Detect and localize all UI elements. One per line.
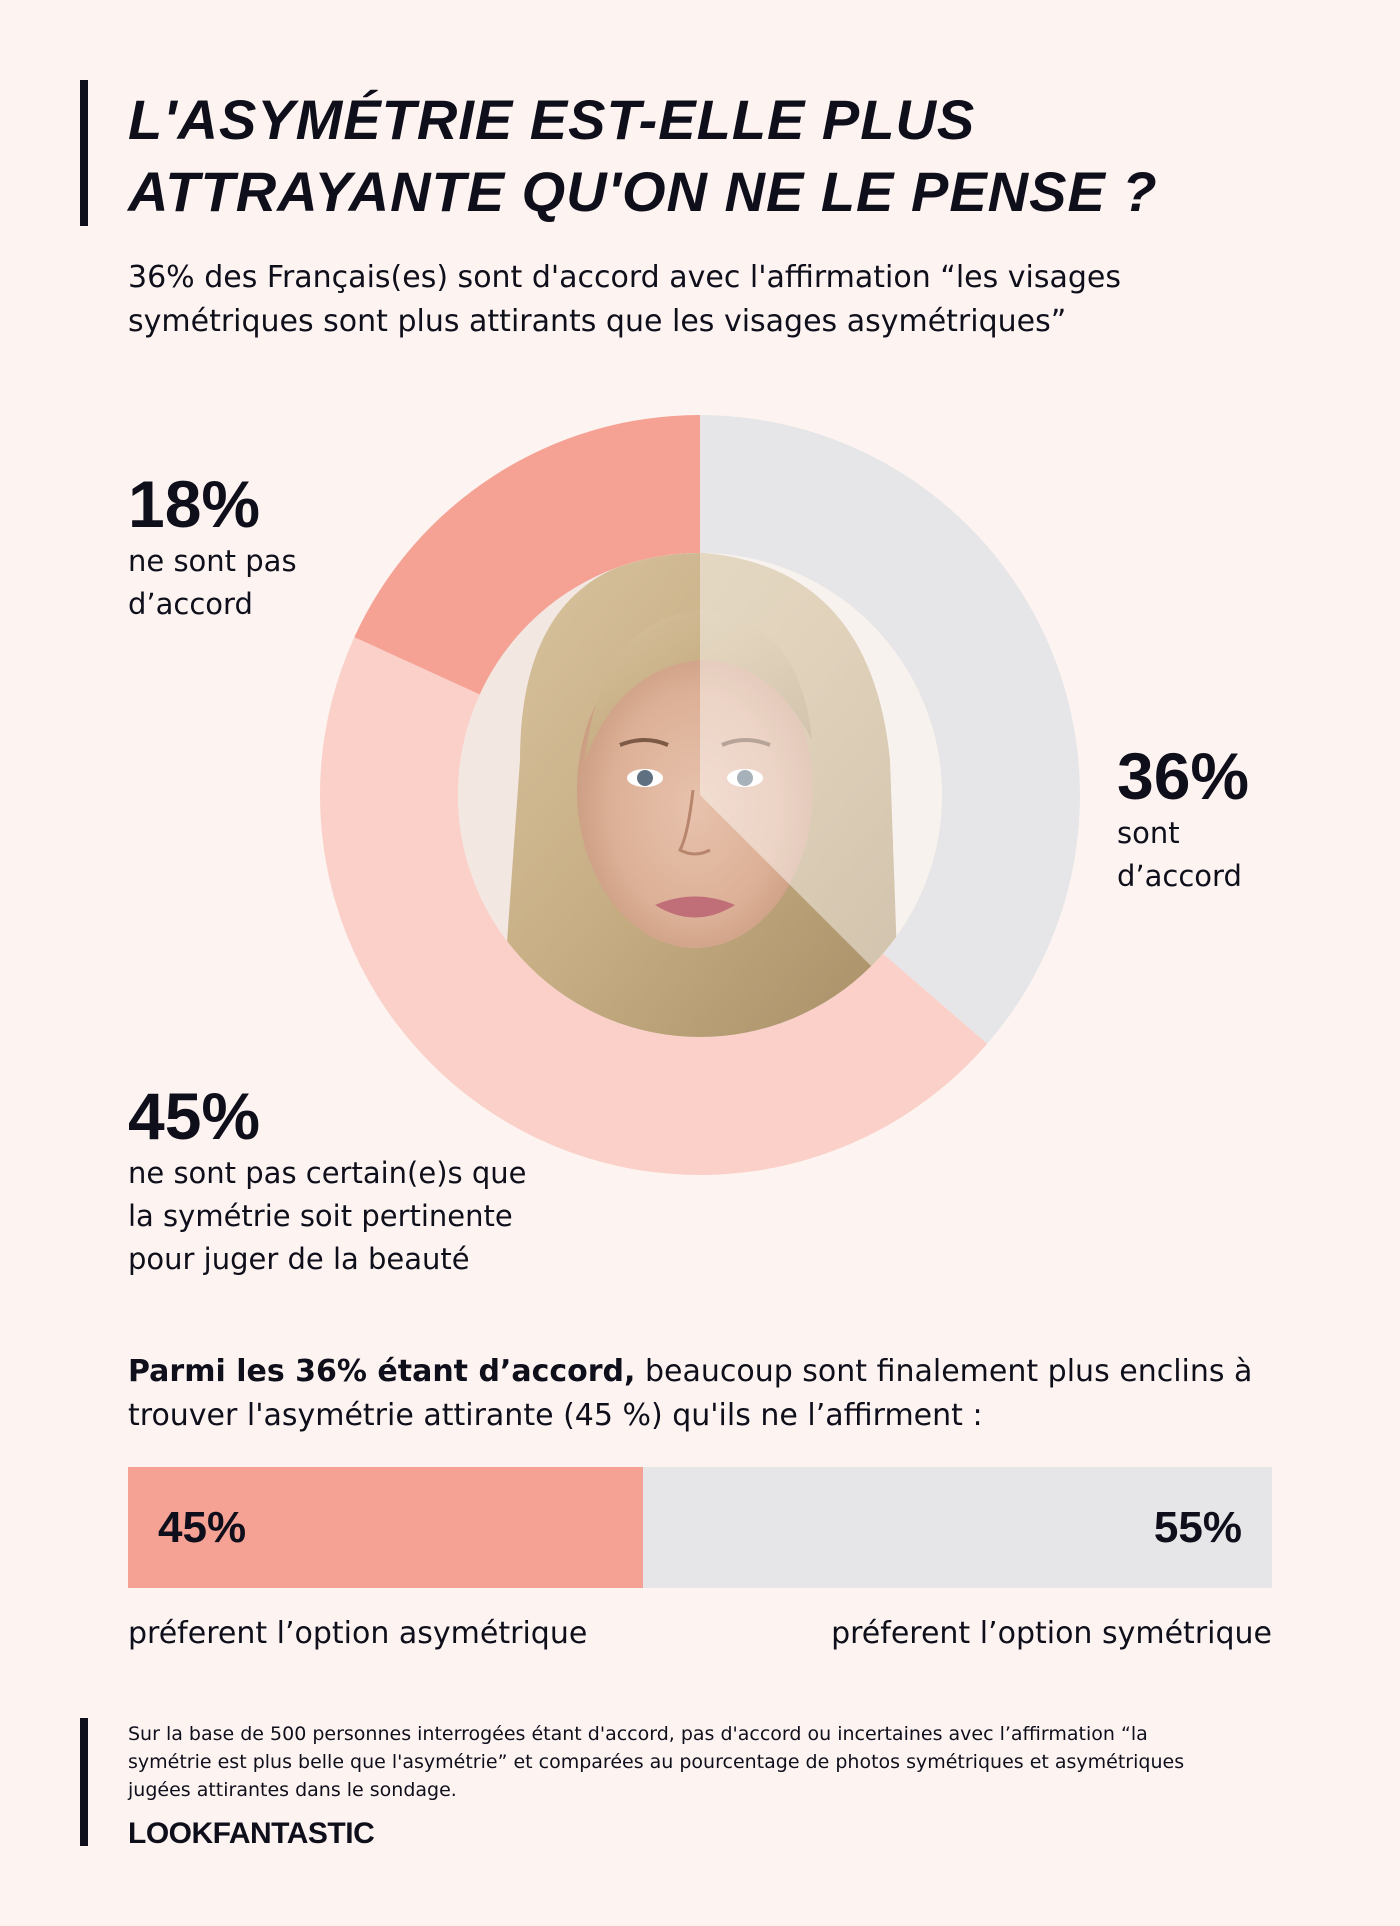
stat-uncertain: 45% ne sont pas certain(e)s que la symét… bbox=[128, 1080, 648, 1281]
stat-agree: 36% sont d’accord bbox=[1117, 740, 1367, 898]
stat-agree-value: 36% bbox=[1117, 739, 1250, 813]
donut-slice-disagree bbox=[354, 415, 700, 695]
footnote: Sur la base de 500 personnes interrogées… bbox=[128, 1720, 1288, 1804]
bar-intro-line-1: Parmi les 36% étant d’accord, beaucoup s… bbox=[128, 1350, 1278, 1394]
stat-uncertain-label-3: pour juger de la beauté bbox=[128, 1242, 470, 1276]
title-line-2: ATTRAYANTE QU'ON NE LE PENSE ? bbox=[128, 160, 1158, 223]
stat-uncertain-label-1: ne sont pas certain(e)s que bbox=[128, 1156, 527, 1190]
subtitle-line-1: 36% des Français(es) sont d'accord avec … bbox=[128, 260, 1122, 295]
stat-agree-label-1: sont bbox=[1117, 816, 1180, 850]
page-title: L'ASYMÉTRIE EST-ELLE PLUS ATTRAYANTE QU'… bbox=[128, 84, 1308, 228]
stat-disagree: 18% ne sont pas d’accord bbox=[128, 468, 388, 626]
footnote-accent-bar bbox=[80, 1718, 88, 1846]
footnote-line-1: Sur la base de 500 personnes interrogées… bbox=[128, 1723, 1148, 1745]
subtitle-line-2: symétriques sont plus attirants que les … bbox=[128, 304, 1067, 339]
donut-chart bbox=[319, 415, 1081, 1176]
stat-disagree-label-2: d’accord bbox=[128, 587, 253, 621]
stat-disagree-label-1: ne sont pas bbox=[128, 544, 297, 578]
stat-uncertain-label-2: la symétrie soit pertinente bbox=[128, 1199, 513, 1233]
footnote-line-2: symétrie est plus belle que l'asymétrie”… bbox=[128, 1751, 1185, 1773]
bar-intro-line-2: trouver l'asymétrie attirante (45 %) qu'… bbox=[128, 1398, 983, 1433]
bar-symmetric-value: 55% bbox=[1153, 1503, 1242, 1552]
bar-asymmetric bbox=[128, 1467, 643, 1588]
stat-disagree-value: 18% bbox=[128, 467, 261, 541]
bar-intro-rest: beaucoup sont finalement plus enclins à bbox=[635, 1354, 1253, 1389]
footnote-line-3: jugées attirantes dans le sondage. bbox=[128, 1779, 457, 1801]
stat-agree-label-2: d’accord bbox=[1117, 859, 1242, 893]
bar-intro-bold: Parmi les 36% étant d’accord, bbox=[128, 1354, 636, 1389]
donut-slice-agree bbox=[700, 415, 1081, 1044]
bar-symmetric-label: préferent l’option symétrique bbox=[831, 1616, 1272, 1651]
donut-slices bbox=[319, 415, 1081, 1176]
title-accent-bar bbox=[80, 80, 88, 226]
bar-intro: Parmi les 36% étant d’accord, beaucoup s… bbox=[128, 1350, 1278, 1438]
bar-asymmetric-value: 45% bbox=[158, 1503, 247, 1552]
brand-logo: LOOKFANTASTIC bbox=[128, 1817, 375, 1850]
bar-asymmetric-label: préferent l’option asymétrique bbox=[128, 1616, 588, 1651]
subtitle: 36% des Français(es) sont d'accord avec … bbox=[128, 256, 1248, 344]
title-line-1: L'ASYMÉTRIE EST-ELLE PLUS bbox=[128, 88, 976, 151]
preference-bar: 45% 55% bbox=[128, 1467, 1272, 1588]
donut-slice-uncertain bbox=[319, 637, 988, 1176]
stat-uncertain-value: 45% bbox=[128, 1079, 261, 1153]
face-photo bbox=[458, 553, 942, 1037]
